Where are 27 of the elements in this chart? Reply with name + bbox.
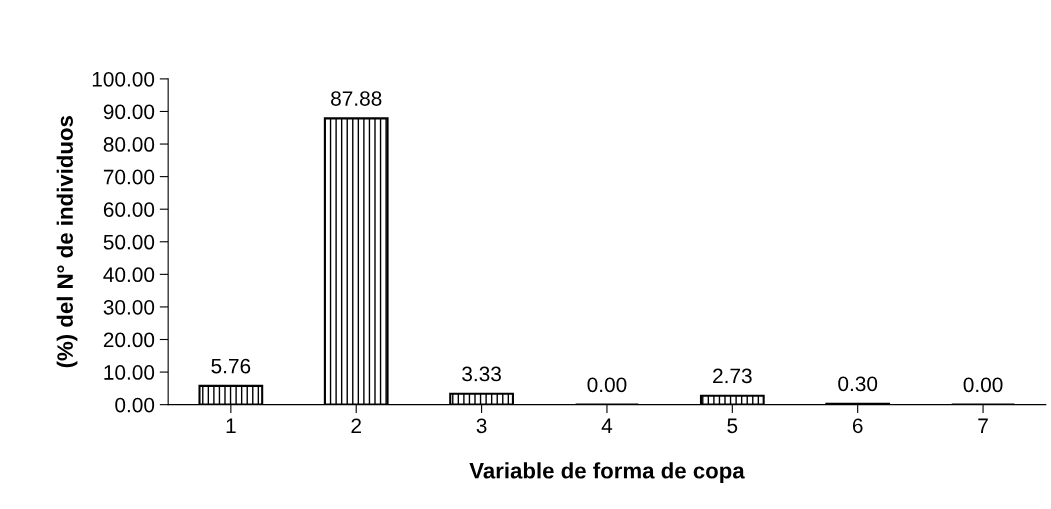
- x-axis-title: Variable de forma de copa: [469, 462, 745, 483]
- x-tick-label: 2: [351, 418, 361, 433]
- y-tick-label: 90.00: [103, 104, 155, 120]
- y-tick-label: 40.00: [103, 267, 155, 283]
- y-tick-label: 0.00: [115, 397, 155, 413]
- x-tick-label: 3: [476, 418, 487, 434]
- y-tick-label: 80.00: [103, 137, 155, 152]
- y-axis-title: (%) del N° de individuos: [56, 116, 78, 368]
- y-tick-label: 10.00: [104, 365, 155, 380]
- data-label: 0.00: [587, 377, 627, 393]
- x-tick-label: 4: [601, 418, 613, 433]
- y-tick-label: 20.00: [103, 332, 155, 348]
- x-tick-label: 6: [852, 418, 863, 434]
- x-tick-label: 5: [727, 418, 738, 434]
- data-label: 3.33: [462, 366, 501, 382]
- y-tick-label: 100.00: [92, 71, 155, 87]
- data-label: 87.88: [331, 91, 382, 106]
- y-tick-label: 50.00: [103, 234, 155, 250]
- data-label: 5.76: [211, 358, 251, 374]
- y-tick-label: 30.00: [103, 299, 155, 315]
- data-label: 0.30: [838, 376, 878, 392]
- data-label: 0.00: [963, 377, 1003, 393]
- x-tick-label: 7: [978, 418, 988, 433]
- data-label: 2.73: [713, 368, 752, 384]
- y-tick-label: 70.00: [103, 169, 155, 185]
- x-tick-label: 1: [226, 418, 236, 433]
- y-tick-label: 60.00: [103, 202, 155, 217]
